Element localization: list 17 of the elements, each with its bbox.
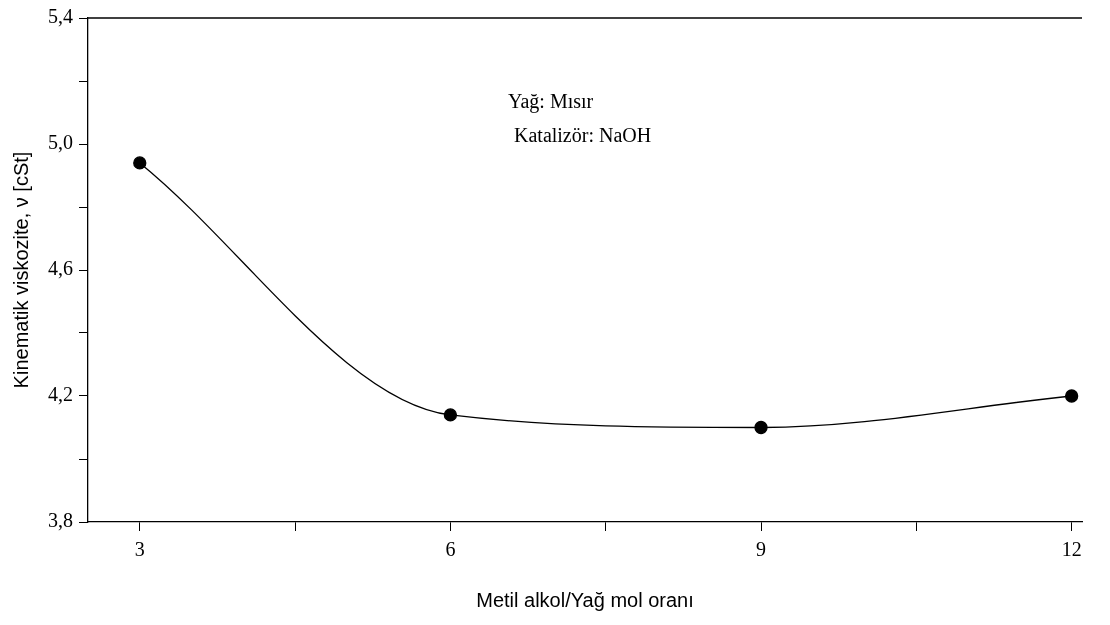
x-tick-label: 6: [445, 538, 456, 561]
point: [754, 420, 768, 435]
y-tick-label: 3,8: [48, 509, 73, 532]
y-tick-label: 4,6: [48, 257, 73, 280]
point: [443, 408, 458, 422]
y-tick-label: 4,2: [48, 383, 73, 406]
y-axis-title: Kinematik viskozite, ν [cSt]: [9, 151, 32, 389]
x-axis-title: Metil alkol/Yağ mol oranı: [476, 588, 694, 611]
annotation: Katalizör: NaOH: [514, 123, 652, 148]
point: [133, 156, 147, 170]
y-tick-label: 5,4: [48, 5, 73, 28]
x-tick-label: 3: [134, 538, 145, 561]
y-tick-label: 5,0: [48, 131, 73, 154]
point: [1065, 389, 1079, 403]
x-tick-label: 9: [756, 538, 767, 561]
annotation: Yağ: Mısır: [508, 89, 595, 115]
x-tick-label: 12: [1061, 538, 1082, 561]
